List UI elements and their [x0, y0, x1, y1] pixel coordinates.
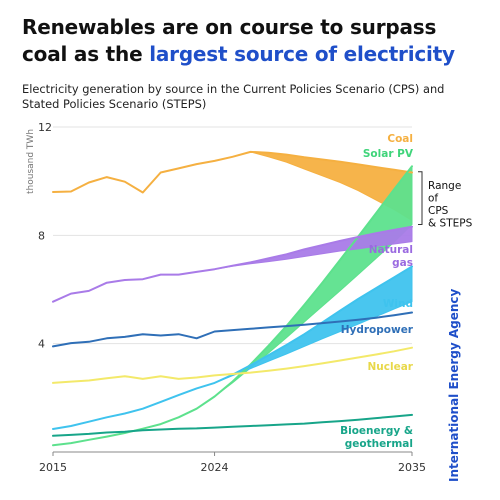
y-tick-label: 8: [38, 229, 45, 242]
coal-label: Coal: [387, 133, 413, 145]
y-tick-label: 4: [38, 338, 45, 351]
publisher-text: International Energy Agency: [447, 288, 461, 482]
solar-pv-line: [52, 165, 413, 447]
solar-pv-label: Solar PV: [363, 148, 414, 160]
bioenergy-geothermal-line: [52, 413, 413, 437]
x-tick-label: 2035: [398, 461, 426, 474]
nuclear-label: Nuclear: [368, 361, 414, 373]
wind-range-band: [52, 266, 413, 430]
natural-gas-label: Natural gas: [369, 244, 413, 269]
x-tick-label: 2024: [201, 461, 229, 474]
y-tick-label: 12: [38, 121, 52, 134]
wind-line: [52, 265, 413, 430]
chart-subtitle: Electricity generation by source in the …: [22, 82, 445, 111]
wind-label: Wind: [383, 298, 413, 310]
y-axis-label: thousand TWh: [26, 129, 36, 194]
natural-gas-line: [52, 225, 413, 303]
range-annotation: Range of CPS & STEPS: [418, 171, 473, 230]
nuclear-line: [52, 346, 413, 384]
hydropower-label: Hydropower: [341, 324, 414, 336]
hydropower-line: [52, 311, 413, 348]
bioenergy-geothermal-label: Bioenergy & geothermal: [340, 425, 413, 450]
coal-line: [52, 150, 413, 194]
title-part-1: Renewables are on course to surpass coal…: [22, 15, 437, 66]
series-labels: Coal Solar PV Natural gas Wind Hydropower Nucl…: [340, 133, 414, 450]
range-annotation-text: Range of CPS & STEPS: [428, 180, 473, 230]
chart-title: Renewables are on course to surpass coal…: [22, 14, 462, 68]
title-part-2: largest source of electricity: [149, 42, 455, 66]
coal-range-band: [52, 151, 413, 221]
x-tick-label: 2015: [39, 461, 67, 474]
range-bracket: [418, 171, 423, 225]
series-lines: [52, 150, 413, 447]
gridlines: [53, 126, 412, 345]
